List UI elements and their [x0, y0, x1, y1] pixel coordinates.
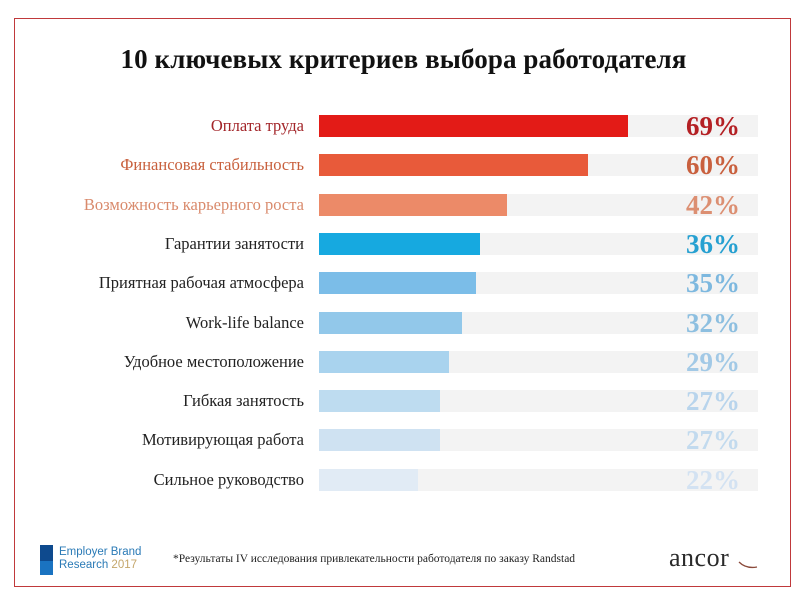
value-label: 35%: [686, 268, 740, 299]
bar: [319, 232, 481, 255]
bar: [319, 311, 463, 334]
bar-track: [319, 468, 758, 491]
value-label: 27%: [686, 425, 740, 456]
logo-mark-icon: [40, 545, 53, 561]
bar: [319, 115, 628, 137]
category-label: Мотивирующая работа: [141, 430, 304, 450]
category-label: Приятная рабочая атмосфера: [98, 273, 304, 293]
value-label: 42%: [686, 189, 740, 220]
chart-frame: [14, 18, 791, 587]
value-label: 32%: [686, 307, 740, 338]
bar: [319, 468, 418, 491]
chart-title: 10 ключевых критериев выбора работодател…: [120, 44, 687, 74]
bar: [319, 193, 508, 216]
logo-line2: Research 2017: [59, 559, 138, 571]
category-label: Финансовая стабильность: [120, 155, 304, 175]
logo-text: Employer Brand Research 2017: [59, 546, 141, 572]
category-label: Удобное местоположение: [123, 351, 304, 371]
category-label: Work-life balance: [185, 312, 304, 332]
bar: [319, 390, 440, 413]
category-label: Гарантии занятости: [164, 233, 304, 253]
ancor-logo: ancor: [669, 543, 730, 572]
bar: [319, 350, 449, 373]
logo-line1: Employer Brand: [59, 546, 142, 558]
category-label: Оплата труда: [210, 116, 304, 135]
category-label: Сильное руководство: [153, 469, 304, 489]
bar: [319, 154, 588, 177]
ancor-swoosh-icon: [738, 561, 758, 569]
footnote: *Результаты IV исследования привлекатель…: [173, 553, 576, 565]
logo-mark-lower-icon: [40, 561, 53, 575]
employer-brand-research-logo: Employer Brand Research 2017: [40, 545, 141, 577]
bar: [319, 429, 440, 452]
logo-year: 2017: [111, 559, 138, 571]
value-label: 22%: [686, 464, 740, 495]
category-label: Возможность карьерного роста: [83, 194, 304, 214]
value-label: 60%: [686, 150, 740, 181]
bar: [319, 272, 476, 295]
value-label: 69%: [686, 111, 740, 141]
value-label: 29%: [686, 346, 740, 377]
value-label: 27%: [686, 386, 740, 417]
category-label: Гибкая занятость: [183, 391, 304, 411]
value-label: 36%: [686, 228, 740, 259]
